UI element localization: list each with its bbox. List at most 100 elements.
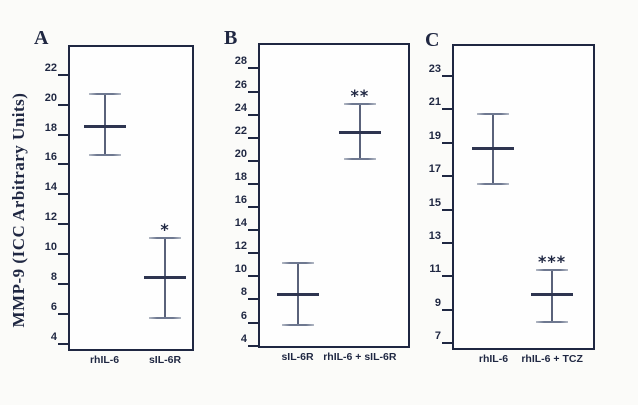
y-tick-label: 22 [234,124,247,137]
y-tick [248,159,258,162]
y-tick [248,229,258,232]
errorbar-mean-line [472,147,515,151]
errorbar-upper-cap [88,93,121,96]
y-tick-label: 12 [44,211,57,224]
errorbar-upper-cap [477,113,510,116]
errorbar-lower-cap [149,317,182,320]
errorbar-upper-cap [281,261,314,264]
errorbar-lower-cap [477,183,510,186]
y-tick-label: 13 [428,229,441,242]
errorbar-mean-line [83,125,126,129]
y-tick-label: 6 [50,300,57,313]
y-tick-label: 6 [240,309,247,322]
y-tick-label: 24 [234,101,247,114]
errorbar-mean-line [276,292,319,296]
errorbar-mean-line [531,292,574,296]
errorbar-upper-cap [343,103,376,106]
y-tick-label: 17 [428,163,441,176]
panel-label: B [224,27,238,49]
errorbar-lower-cap [343,157,376,160]
y-tick-label: 8 [50,270,57,283]
y-tick [248,113,258,116]
errorbar-upper-cap [536,268,569,271]
y-tick-label: 14 [44,181,57,194]
y-tick-label: 22 [44,61,57,74]
y-tick-label: 12 [234,240,247,253]
y-tick [58,133,68,136]
significance-marker: *** [538,251,567,271]
y-tick-label: 15 [428,196,441,209]
y-tick [58,193,68,196]
x-category-label: sIL-6R [148,354,182,366]
y-tick [248,90,258,93]
y-tick [248,206,258,209]
y-tick [58,312,68,315]
panel-label: A [34,27,49,49]
y-tick [442,74,452,77]
y-tick-label: 21 [428,96,441,109]
y-tick [58,282,68,285]
y-tick [442,342,452,345]
y-tick [58,73,68,76]
y-tick [58,252,68,255]
y-tick-label: 28 [234,55,247,68]
x-category-label: rhIL-6 [478,353,509,365]
y-tick-label: 4 [50,330,57,343]
y-tick [248,321,258,324]
y-tick-label: 11 [429,263,441,276]
y-tick [58,342,68,345]
y-tick-label: 10 [234,263,247,276]
y-tick-label: 18 [234,170,247,183]
y-tick [442,275,452,278]
y-tick [248,275,258,278]
significance-marker: * [160,219,170,239]
y-tick-label: 4 [240,332,247,345]
y-tick [248,136,258,139]
errorbar-lower-cap [281,323,314,326]
y-tick [442,108,452,111]
y-tick-label: 26 [234,78,247,91]
errorbar-mean-line [144,275,187,279]
y-tick-label: 10 [44,240,57,253]
panel-plot-area [68,45,194,351]
panel-plot-area [452,44,595,350]
panel-plot-area [258,43,410,348]
y-tick [442,241,452,244]
y-tick [442,308,452,311]
y-tick [58,223,68,226]
errorbar-line [103,94,106,156]
y-tick [442,141,452,144]
y-tick-label: 19 [428,129,441,142]
y-tick-label: 8 [240,286,247,299]
y-tick-label: 23 [428,62,441,75]
y-tick [58,163,68,166]
errorbar-lower-cap [88,154,121,157]
x-category-label: sIL-6R [281,351,314,363]
x-category-label: rhIL-6 [89,354,120,366]
y-tick-label: 20 [44,91,57,104]
errorbar-lower-cap [536,320,569,323]
y-tick-label: 7 [434,330,441,343]
x-category-label: rhIL-6 + sIL-6R [323,351,397,363]
y-axis-title: MMP-9 (ICC Arbitrary Units) [9,92,28,328]
y-tick-label: 14 [234,217,247,230]
y-tick [442,208,452,211]
y-tick [58,103,68,106]
y-tick-label: 9 [434,296,441,309]
y-tick [442,175,452,178]
y-tick-label: 20 [234,147,247,160]
significance-marker: ** [350,86,370,106]
y-tick [248,182,258,185]
y-tick [248,298,258,301]
y-tick-label: 18 [44,121,57,134]
y-tick [248,344,258,347]
y-tick-label: 16 [234,194,247,207]
y-tick [248,67,258,70]
errorbar-mean-line [338,131,381,135]
x-category-label: rhIL-6 + TCZ [521,353,583,365]
panel-label: C [425,29,440,51]
errorbar-upper-cap [149,236,182,239]
y-tick [248,252,258,255]
y-tick-label: 16 [44,151,57,164]
